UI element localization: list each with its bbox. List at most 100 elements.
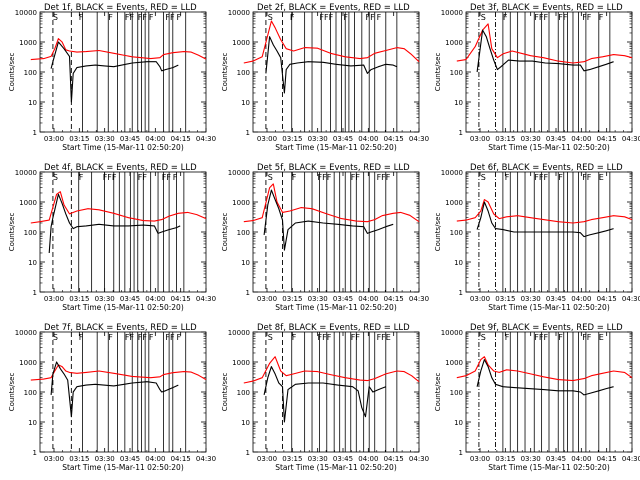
x-tick-label: 04:00 xyxy=(358,295,378,303)
state-label: FFF xyxy=(319,13,333,22)
y-tick-label: 100 xyxy=(450,69,463,77)
x-tick-label: 03:00 xyxy=(44,295,64,303)
x-tick-label: 04:00 xyxy=(358,455,378,463)
x-axis-label: Start Time (15-Mar-11 02:50:20) xyxy=(488,143,610,152)
y-tick-label: 1000 xyxy=(445,199,463,207)
state-label: S xyxy=(53,173,58,182)
x-axis-label: Start Time (15-Mar-11 02:50:20) xyxy=(488,303,610,312)
state-label: F xyxy=(176,333,181,342)
x-tick-label: 03:15 xyxy=(282,135,302,143)
x-tick-label: 03:15 xyxy=(69,295,89,303)
x-tick-label: 04:15 xyxy=(171,295,191,303)
y-tick-label: 10000 xyxy=(15,329,37,337)
state-label: S xyxy=(481,173,486,182)
state-label: S xyxy=(268,13,273,22)
y-tick-label: 10 xyxy=(28,259,37,267)
x-tick-label: 04:30 xyxy=(622,455,640,463)
x-tick-label: 03:15 xyxy=(282,455,302,463)
series-line-events xyxy=(263,189,394,251)
chart-title: Det 2f, BLACK = Events, RED = LLD xyxy=(257,3,410,13)
y-axis-label: Counts/sec xyxy=(434,373,442,412)
state-label: FF xyxy=(377,333,387,342)
y-tick-label: 10000 xyxy=(441,169,463,177)
chart-title: Det 1f, BLACK = Events, RED = LLD xyxy=(44,3,197,13)
state-label: FF xyxy=(162,173,172,182)
y-tick-label: 1 xyxy=(246,449,250,457)
y-tick-label: 100 xyxy=(237,69,250,77)
plot-frame xyxy=(39,11,207,133)
chart-title: Det 6f, BLACK = Events, RED = LLD xyxy=(470,163,623,173)
y-axis-label: Counts/sec xyxy=(8,213,16,252)
y-tick-label: 1 xyxy=(33,129,37,137)
x-tick-label: 03:30 xyxy=(95,135,115,143)
x-tick-label: 03:15 xyxy=(495,135,515,143)
state-label: F xyxy=(292,333,297,342)
series-line-events xyxy=(50,41,179,103)
x-tick-label: 04:30 xyxy=(196,135,216,143)
x-tick-label: 04:00 xyxy=(145,135,165,143)
state-label: F xyxy=(149,333,154,342)
state-label: F xyxy=(558,173,563,182)
x-axis-label: Start Time (15-Mar-11 02:50:20) xyxy=(62,143,184,152)
state-label: FFF xyxy=(318,333,332,342)
chart-title: Det 5f, BLACK = Events, RED = LLD xyxy=(257,163,410,173)
y-tick-label: 1000 xyxy=(445,39,463,47)
chart-panel-8: Det 8f, BLACK = Events, RED = LLD 1 10 100 1… xyxy=(221,323,429,472)
state-label: FFF xyxy=(318,173,332,182)
chart-title: Det 4f, BLACK = Events, RED = LLD xyxy=(44,163,197,173)
x-tick-label: 04:15 xyxy=(597,135,617,143)
x-axis-label: Start Time (15-Mar-11 02:50:20) xyxy=(62,303,184,312)
state-label: FF xyxy=(351,333,361,342)
state-label: F xyxy=(176,13,181,22)
x-tick-label: 03:30 xyxy=(308,455,328,463)
y-tick-label: 100 xyxy=(24,229,37,237)
plot-frame xyxy=(39,171,207,293)
y-tick-label: 100 xyxy=(237,389,250,397)
x-tick-label: 04:30 xyxy=(196,455,216,463)
state-label: F xyxy=(503,13,508,22)
series-line-events xyxy=(476,29,614,73)
state-label: FF xyxy=(138,173,148,182)
y-tick-label: 1000 xyxy=(232,39,250,47)
series-line-lld xyxy=(456,23,633,64)
state-label: FFF xyxy=(534,333,548,342)
y-tick-label: 100 xyxy=(24,69,37,77)
x-tick-label: 04:30 xyxy=(409,455,429,463)
x-tick-label: 04:30 xyxy=(622,295,640,303)
state-label: E xyxy=(599,333,604,342)
y-tick-label: 1 xyxy=(459,289,463,297)
series-line-lld xyxy=(30,364,207,381)
series-line-events xyxy=(476,201,614,238)
y-axis-label: Counts/sec xyxy=(434,213,442,252)
x-tick-label: 04:30 xyxy=(409,135,429,143)
chart-panel-2: Det 2f, BLACK = Events, RED = LLD 1 10 100 1… xyxy=(221,3,429,152)
x-tick-label: 03:45 xyxy=(120,295,140,303)
y-tick-label: 10 xyxy=(241,259,250,267)
state-label: FFF xyxy=(534,173,548,182)
y-axis-label: Counts/sec xyxy=(8,53,16,92)
series-line-lld xyxy=(456,199,633,224)
x-tick-label: 04:15 xyxy=(597,295,617,303)
series-line-events xyxy=(265,36,398,94)
y-tick-label: 1 xyxy=(33,289,37,297)
state-label: FF xyxy=(125,13,135,22)
chart-panel-9: Det 9f, BLACK = Events, RED = LLD 1 10 100 1… xyxy=(434,323,640,472)
x-tick-label: 04:00 xyxy=(358,135,378,143)
x-tick-label: 03:00 xyxy=(44,455,64,463)
chart-title: Det 7f, BLACK = Events, RED = LLD xyxy=(44,323,197,333)
state-label: FF xyxy=(165,13,175,22)
state-label: FFF xyxy=(534,13,548,22)
state-label: E xyxy=(386,333,391,342)
state-label: FF xyxy=(558,13,568,22)
state-label: FF xyxy=(582,333,592,342)
series-line-events xyxy=(476,359,614,396)
x-tick-label: 03:45 xyxy=(546,135,566,143)
state-label: FF xyxy=(377,173,387,182)
chart-title: Det 3f, BLACK = Events, RED = LLD xyxy=(470,3,623,13)
x-tick-label: 03:30 xyxy=(308,135,328,143)
state-label: F xyxy=(377,13,382,22)
x-tick-label: 04:15 xyxy=(384,295,404,303)
state-label: FF xyxy=(165,333,175,342)
state-label: F xyxy=(79,13,84,22)
